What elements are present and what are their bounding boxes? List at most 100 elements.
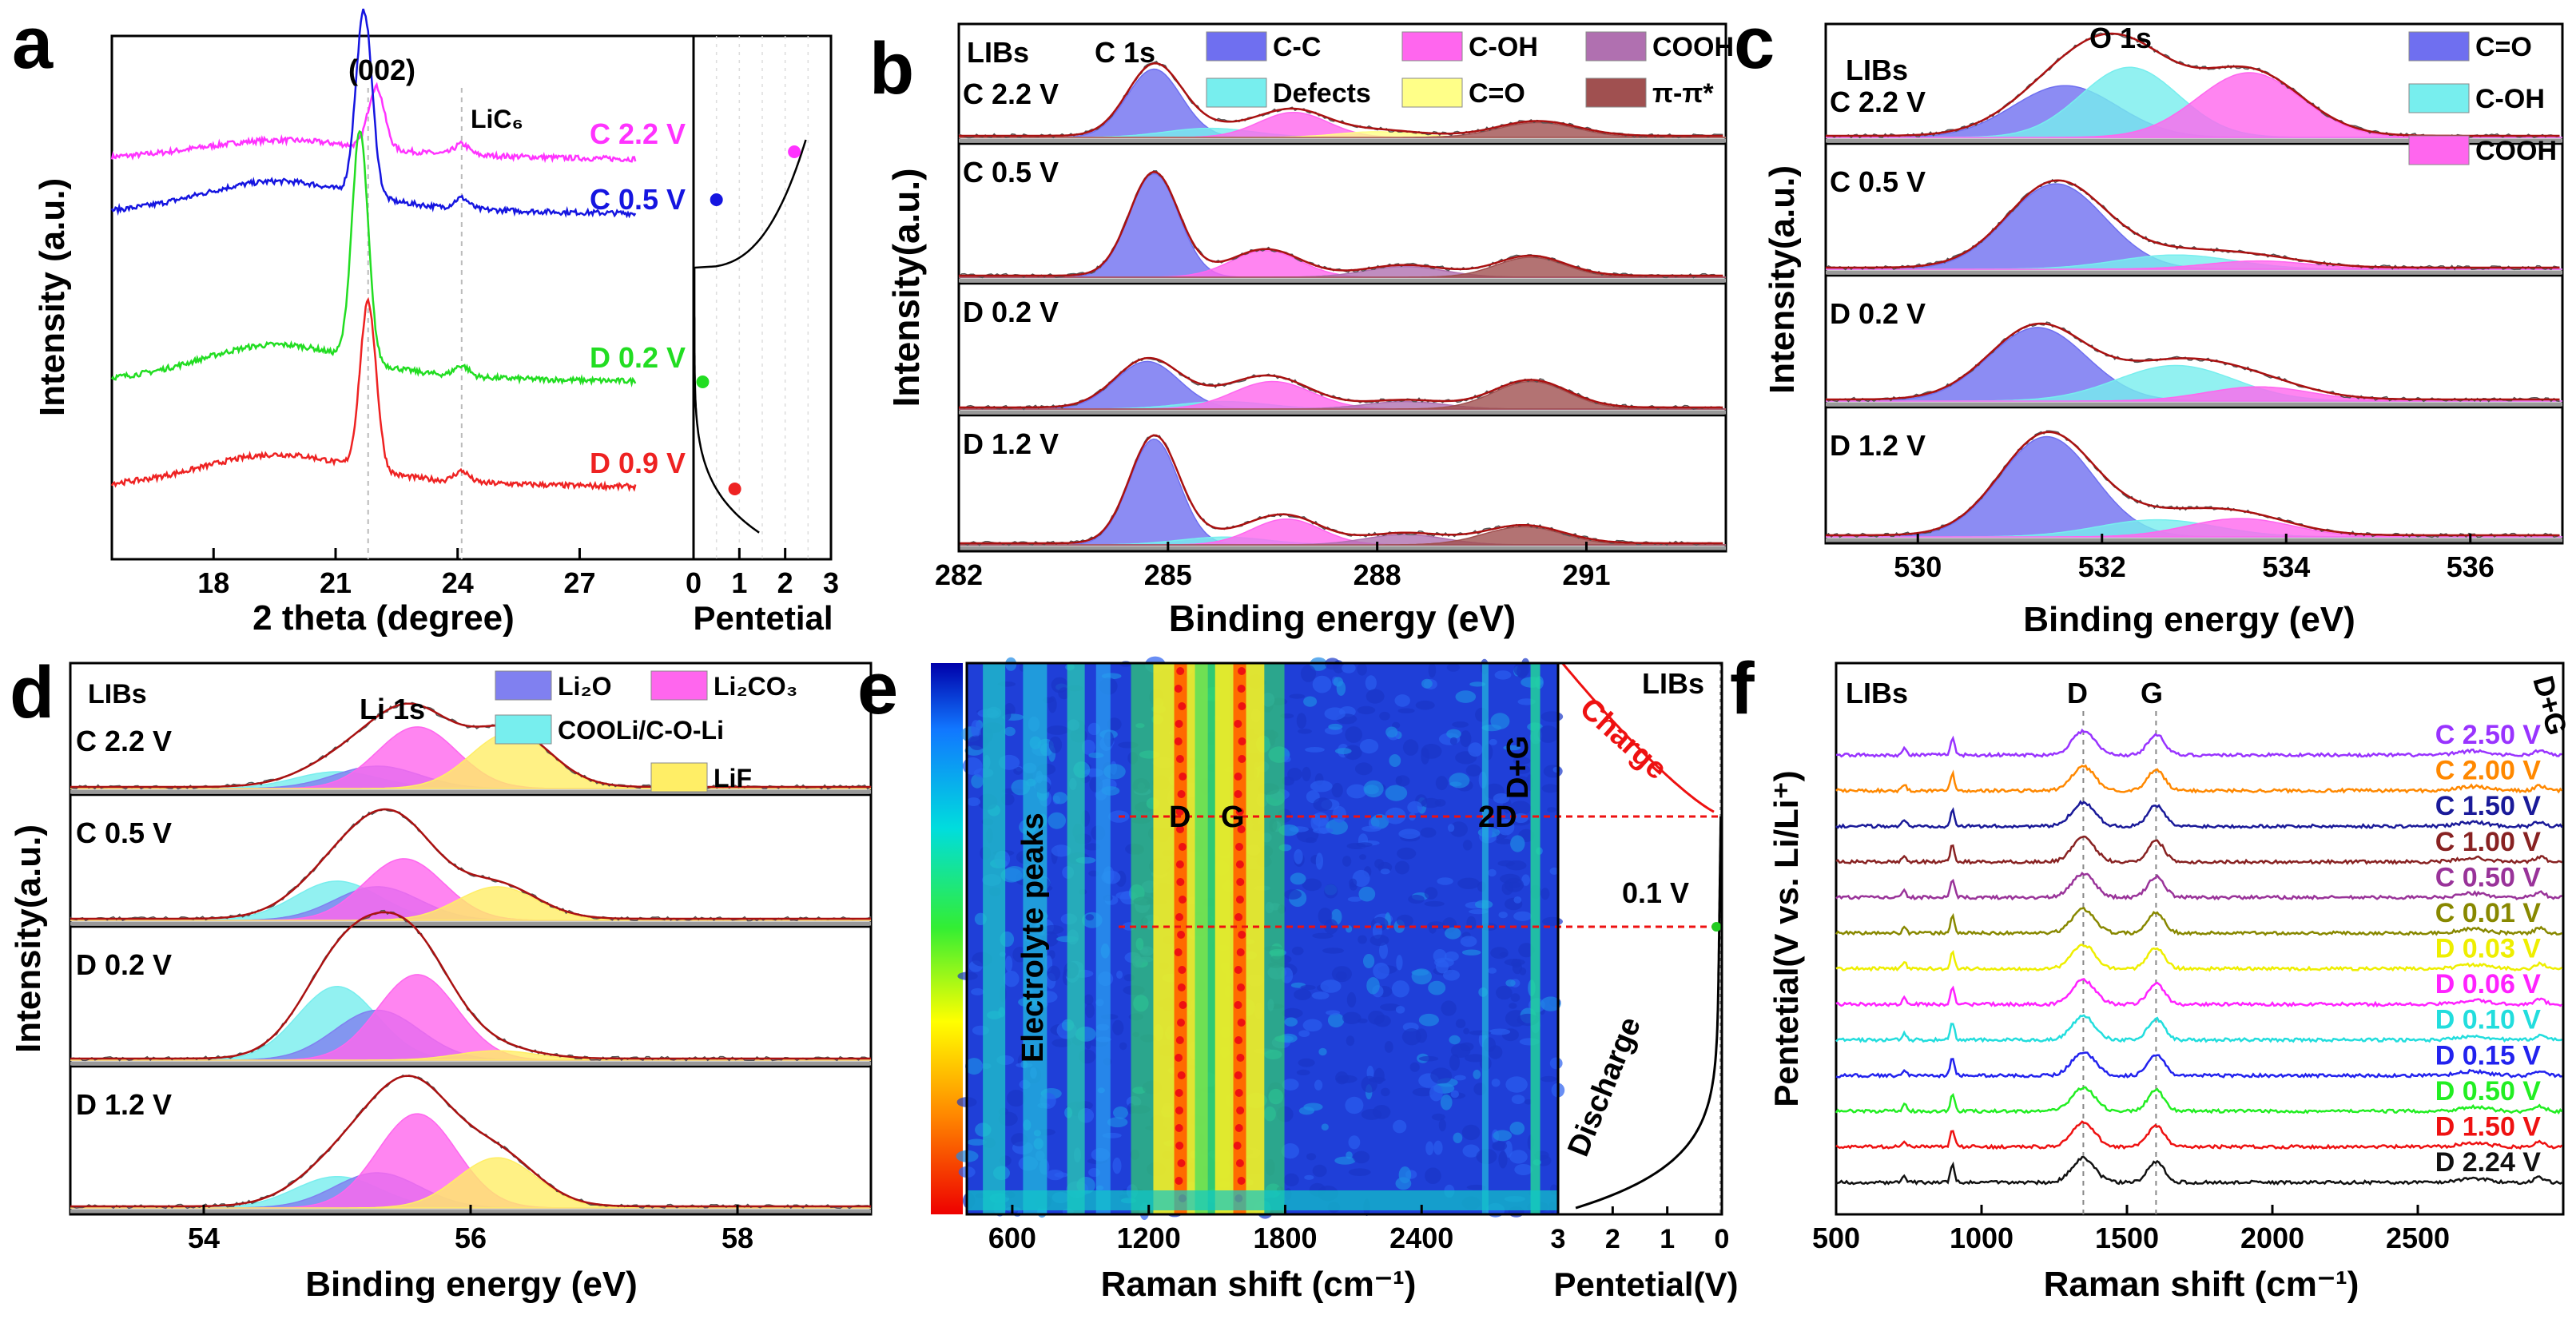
heatmap-texture <box>1107 717 1122 731</box>
heatmap-texture <box>1489 1028 1511 1035</box>
band-hotspot <box>1178 702 1187 710</box>
heatmap-texture <box>1452 721 1469 728</box>
legend-label-c-c: C-C <box>1273 32 1321 62</box>
bottom-strip <box>967 1190 1558 1210</box>
panel-a-xlabel: 2 theta (degree) <box>252 598 515 638</box>
heatmap-texture <box>1311 991 1330 999</box>
legend-label-cooli-c-o-li: COOLi/C-O-Li <box>558 716 724 745</box>
panel-b-xticks: 282 285 288 291 <box>935 542 1610 591</box>
heatmap-texture <box>1490 947 1509 959</box>
subpanel-label-d-1-2-v: D 1.2 V <box>76 1088 172 1121</box>
band-hotspot <box>1175 1177 1183 1185</box>
heatmap-texture <box>1294 848 1303 864</box>
x-tick-label: 3 <box>1551 1224 1566 1254</box>
heatmap-texture <box>1369 934 1389 946</box>
heatmap-texture <box>1444 951 1459 962</box>
band-hotspot <box>1234 773 1242 781</box>
heatmap-texture <box>1083 994 1094 1006</box>
fit-envelope <box>959 170 1723 277</box>
heatmap-texture <box>1112 1157 1122 1174</box>
band-label-2d: 2D <box>1478 801 1517 834</box>
series-label-d-2-24-v: D 2.24 V <box>2435 1147 2542 1178</box>
panel-b-xlabel: Binding energy (eV) <box>1169 598 1516 639</box>
legend-label-defects: Defects <box>1273 78 1371 109</box>
x-tick-label: 1000 <box>1950 1222 2013 1254</box>
heatmap-texture <box>1361 1109 1382 1120</box>
panel-a-series-labels: C 2.2 V C 0.5 V D 0.2 V D 0.9 V <box>590 117 686 479</box>
panel-f-libs-label: LIBs <box>1846 677 1908 709</box>
raw-spectrum <box>958 435 1723 546</box>
band-hotspot <box>1174 685 1183 693</box>
subpanel-label-c-0-5-v: C 0.5 V <box>76 816 172 849</box>
panel-d-frame <box>69 662 873 1216</box>
heatmap-texture <box>971 987 984 995</box>
heatmap-texture <box>1310 780 1333 793</box>
panel-f-g-label: G <box>2141 677 2163 709</box>
x-tick-label: 18 <box>197 566 229 599</box>
panel-e-side-xticks: 3 2 1 0 <box>1551 1206 1729 1254</box>
heatmap-texture <box>1498 1150 1508 1169</box>
band-hotspot <box>1235 808 1244 816</box>
heatmap-texture <box>1313 797 1333 812</box>
heatmap-texture <box>1296 1069 1310 1075</box>
heatmap-texture <box>1305 837 1317 844</box>
heatmap-texture <box>1290 872 1306 885</box>
heatmap-texture <box>1335 1071 1349 1085</box>
heatmap-texture <box>1443 969 1460 981</box>
series-label-c-0-5-v: C 0.5 V <box>590 183 686 216</box>
heatmap-texture <box>1318 908 1333 925</box>
band-hotspot <box>1234 966 1242 974</box>
peak- <box>959 526 1726 546</box>
heatmap-texture <box>1370 814 1389 829</box>
electrolyte-band <box>983 663 1006 1214</box>
heatmap-texture <box>968 736 986 750</box>
series-label-c-0-50-v: C 0.50 V <box>2435 862 2542 892</box>
band-hotspot <box>1177 1019 1186 1027</box>
heatmap-texture <box>1396 914 1413 928</box>
heatmap-texture <box>1509 801 1531 816</box>
band-hotspot <box>1235 860 1244 868</box>
series-label-d-1-50-v: D 1.50 V <box>2435 1111 2542 1142</box>
heatmap-texture <box>1058 687 1070 700</box>
panel-b-ylabel: Intensity(a.u.) <box>885 168 927 407</box>
fit-envelope <box>959 434 1723 545</box>
panel-a-annotation-002: (002) <box>348 54 415 86</box>
peak- <box>959 256 1726 278</box>
legend-swatch-cooh <box>1585 31 1647 62</box>
heatmap-texture <box>1298 1106 1314 1115</box>
heatmap-texture <box>1302 766 1311 781</box>
panel-b-xps-plot: C 2.2 V C 0.5 V D 0.2 V D 1.2 V <box>958 60 1726 550</box>
heatmap-texture <box>1298 1058 1315 1067</box>
heatmap-texture <box>1505 1076 1528 1093</box>
heatmap-texture <box>1425 1167 1441 1184</box>
heatmap-texture <box>1380 868 1390 875</box>
x-tick-label: 27 <box>563 566 595 599</box>
heatmap-texture <box>1345 726 1362 743</box>
panel-letter-e: e <box>857 648 898 729</box>
legend-swatch-li-o <box>495 670 552 701</box>
heatmap-texture <box>1424 887 1438 900</box>
heatmap-texture <box>1284 1017 1298 1027</box>
panel-f-raman-lines <box>1835 711 2563 1214</box>
legend-label-cooh: COOH <box>1652 32 1734 62</box>
x-tick-label: 24 <box>442 566 474 599</box>
band-hotspot <box>1236 948 1245 956</box>
heatmap-texture <box>1438 1118 1446 1132</box>
band-hotspot <box>1237 825 1246 833</box>
panel-d-legend: Li₂O Li₂CO₃ COOLi/C-O-Li LiF <box>495 670 797 793</box>
series-label-c-1-50-v: C 1.50 V <box>2435 791 2542 821</box>
legend-label-c-oh: C-OH <box>1469 32 1538 62</box>
subpanel-label-d-0-2-v: D 0.2 V <box>76 948 172 981</box>
band-label-d: D <box>1169 801 1191 834</box>
heatmap-texture <box>1408 894 1425 904</box>
band-hotspot <box>1175 1124 1183 1132</box>
panel-a-annotation-lic6: LiC₆ <box>471 105 523 133</box>
heatmap-texture <box>971 774 984 789</box>
band-dg <box>1530 663 1540 1214</box>
legend-swatch- <box>1585 77 1647 108</box>
band-hotspot <box>1174 737 1183 745</box>
heatmap-texture <box>1418 1013 1439 1027</box>
band-hotspot <box>1234 1001 1242 1009</box>
legend-swatch-c-oh <box>2408 83 2470 113</box>
